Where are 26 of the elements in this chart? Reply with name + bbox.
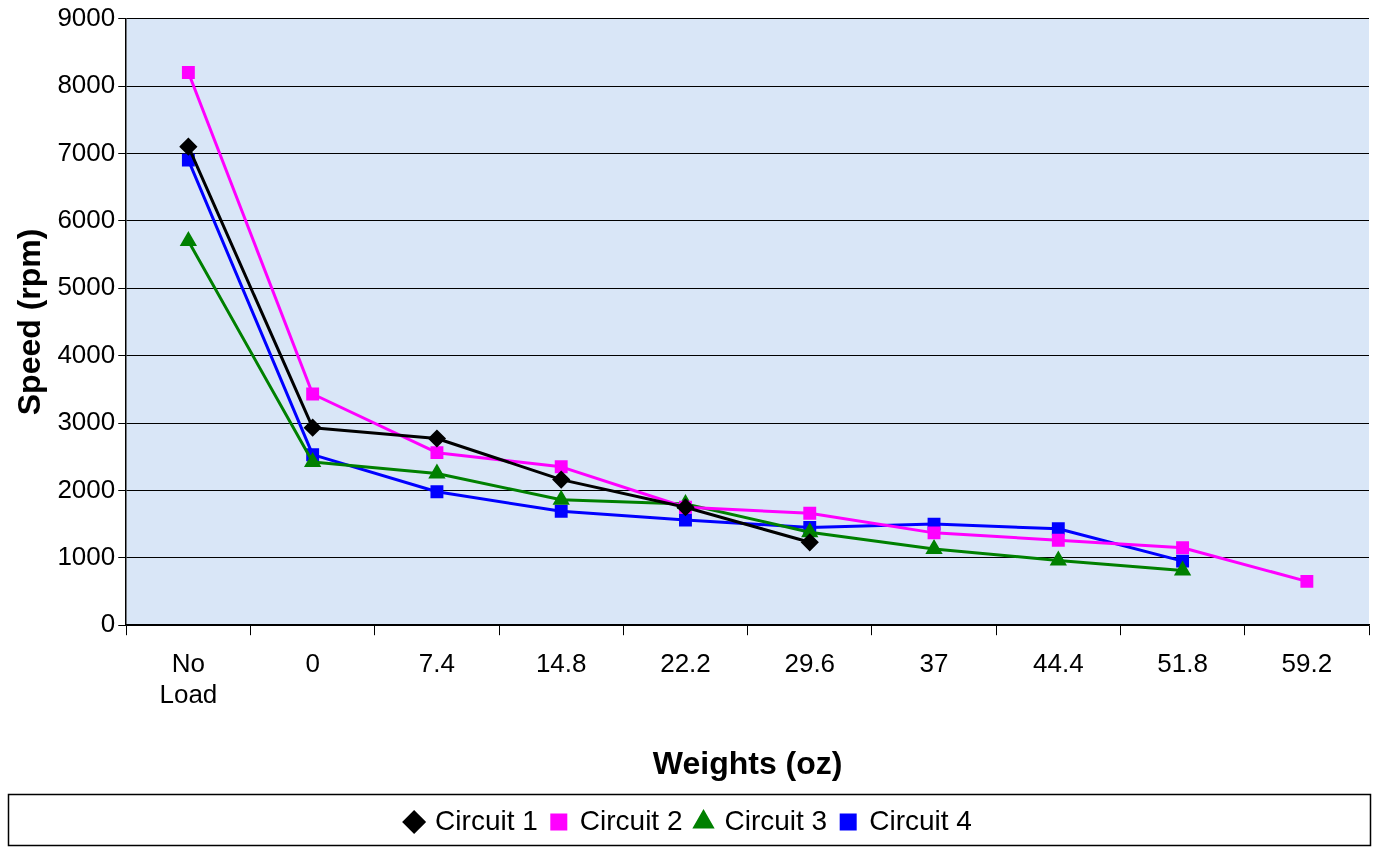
x-tick-label: 14.8: [535, 647, 587, 678]
y-tick-label: 8000: [57, 69, 116, 100]
x-tick-label: 0: [305, 647, 320, 678]
y-tick-label: 1000: [57, 540, 116, 571]
legend-label: Circuit 2: [579, 804, 683, 836]
x-tick-label: No Load: [159, 647, 218, 710]
y-tick-label: 3000: [57, 406, 116, 437]
y-tick-label: 5000: [57, 271, 116, 302]
x-tick-label: 51.8: [1157, 647, 1208, 678]
x-tick-label: 37: [919, 647, 949, 678]
x-axis-title: Weights (oz): [652, 744, 843, 781]
x-tick-label: 29.6: [784, 647, 836, 678]
legend-label: Circuit 3: [724, 804, 828, 836]
y-tick-label: 2000: [57, 473, 116, 504]
x-tick-label: 59.2: [1281, 647, 1333, 678]
y-tick-label: 4000: [57, 338, 116, 369]
x-tick-label: 44.4: [1033, 647, 1084, 678]
x-tick-label: 22.2: [660, 647, 711, 678]
y-axis-title: Speed (rpm): [11, 228, 48, 416]
y-tick-label: 6000: [57, 203, 116, 234]
x-tick-label: 7.4: [418, 647, 456, 678]
y-tick-label: 7000: [57, 136, 116, 167]
legend-label: Circuit 1: [435, 804, 538, 836]
y-tick-label: 0: [100, 608, 116, 639]
legend-label: Circuit 4: [869, 804, 972, 836]
y-tick-label: 9000: [57, 1, 116, 32]
